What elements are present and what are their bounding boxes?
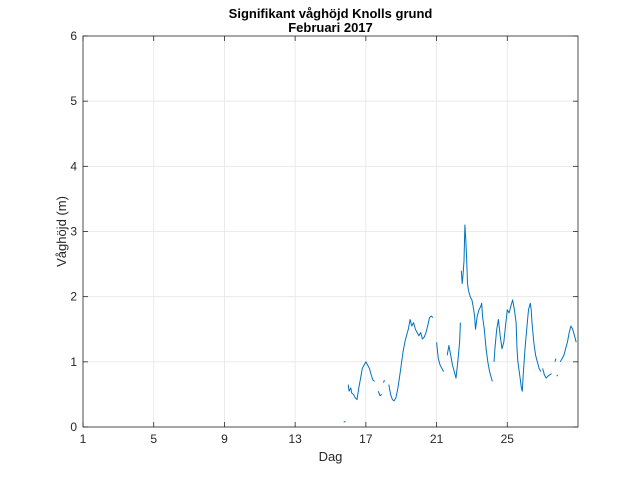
x-tick-label: 9	[221, 432, 228, 446]
x-tick-label: 21	[430, 432, 444, 446]
x-tick-label: 13	[288, 432, 302, 446]
x-tick-label: 5	[150, 432, 157, 446]
series-line-segment	[436, 342, 445, 372]
y-tick-label: 3	[70, 225, 77, 239]
series-line-segment	[493, 299, 542, 392]
y-tick-label: 0	[70, 420, 77, 434]
y-axis-label: Våghöjd (m)	[54, 196, 69, 267]
series-line-segment	[556, 374, 559, 377]
x-tick-label: 1	[80, 432, 87, 446]
series-line-segment	[383, 379, 385, 383]
y-tick-label: 4	[70, 159, 77, 173]
series-line-segment	[559, 325, 577, 363]
y-tick-label: 5	[70, 94, 77, 108]
series-line-segment	[377, 391, 383, 397]
chart-subtitle: Februari 2017	[288, 20, 373, 35]
series-line-segment	[388, 315, 434, 402]
series-wave-height	[343, 224, 577, 423]
chart-title: Signifikant våghöjd Knolls grund	[229, 6, 433, 21]
series-line-segment	[542, 368, 552, 379]
series-line-segment	[460, 224, 493, 382]
y-tick-label: 2	[70, 290, 77, 304]
x-tick-label: 17	[359, 432, 373, 446]
series-line-segment	[347, 361, 375, 401]
y-tick-label: 6	[70, 29, 77, 43]
x-tick-label: 25	[501, 432, 515, 446]
x-axis-label: Dag	[319, 449, 343, 464]
y-tick-label: 1	[70, 355, 77, 369]
series-line-segment	[554, 358, 557, 362]
series-line-segment	[446, 322, 461, 379]
grid	[82, 35, 578, 428]
